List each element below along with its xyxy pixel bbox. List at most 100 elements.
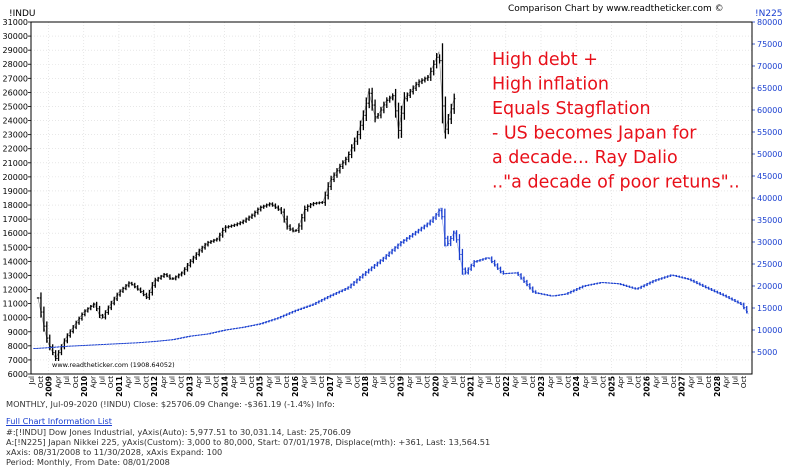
month-tick-label: Oct	[459, 376, 467, 388]
month-tick-label: Apr	[371, 376, 379, 388]
x-axis: Jul Oct 2009 Apr Jul Oct 2010 Apr Jul Oct 2011 Apr J…	[28, 376, 748, 397]
year-tick-label: 2016	[291, 376, 300, 397]
info-line-d: Period: Monthly, From Date: 08/01/2008	[6, 457, 170, 468]
left-tick-label: 23000	[3, 131, 28, 140]
right-tick-label: 80000	[757, 18, 782, 27]
month-tick-label: Oct	[248, 376, 256, 388]
month-tick-label: Apr	[687, 376, 695, 388]
year-tick-label: 2012	[150, 376, 159, 397]
month-tick-label: Apr	[90, 376, 98, 388]
month-tick-label: Jul	[520, 376, 528, 386]
year-tick-label: 2017	[326, 376, 335, 397]
month-tick-label: Apr	[441, 376, 449, 388]
year-tick-label: 2020	[431, 376, 440, 397]
year-tick-label: 2021	[467, 376, 476, 397]
month-tick-label: Oct	[177, 376, 185, 388]
month-tick-label: Jul	[169, 376, 177, 386]
month-tick-label: Apr	[617, 376, 625, 388]
watermark: www.readtheticker.com (1908.64052)	[52, 361, 175, 369]
chart-header-title: Comparison Chart by www.readtheticker.co…	[508, 4, 724, 14]
month-tick-label: Oct	[142, 376, 150, 388]
month-tick-label: Apr	[301, 376, 309, 388]
left-tick-label: 7000	[8, 356, 28, 365]
month-tick-label: Apr	[582, 376, 590, 388]
series-layer	[33, 43, 749, 362]
year-tick-label: 2014	[220, 376, 229, 397]
month-tick-label: Oct	[353, 376, 361, 388]
left-tick-label: 21000	[3, 159, 28, 168]
status-line: MONTHLY, Jul-09-2020 (!INDU) Close: $257…	[6, 399, 335, 409]
year-tick-label: 2025	[607, 376, 616, 397]
left-tick-label: 17000	[3, 215, 28, 224]
right-tick-label: 75000	[757, 40, 782, 49]
month-tick-label: Jul	[661, 376, 669, 386]
info-line-b: A:[!N225] Japan Nikkei 225, yAxis(Custom…	[6, 436, 491, 447]
year-tick-label: 2009	[45, 376, 54, 397]
plot-frame	[30, 21, 753, 375]
series-trace	[34, 207, 749, 349]
year-tick-label: 2011	[115, 376, 124, 397]
right-tick-label: 70000	[757, 62, 782, 71]
right-tick-label: 20000	[757, 282, 782, 291]
left-tick-label: 16000	[3, 229, 28, 238]
annotation-line: High inflation	[492, 75, 609, 95]
month-tick-label: Apr	[265, 376, 273, 388]
year-tick-label: 2024	[572, 376, 581, 397]
month-tick-label: Jul	[239, 376, 247, 386]
series-n225	[33, 207, 749, 349]
info-line-c: xAxis: 08/31/2008 to 11/30/2028, xAxis E…	[6, 447, 223, 458]
month-tick-label: Jul	[274, 376, 282, 386]
month-tick-label: Apr	[336, 376, 344, 388]
month-tick-label: Oct	[635, 376, 643, 388]
left-tick-label: 10000	[3, 314, 28, 323]
left-tick-label: 25000	[3, 102, 28, 111]
month-tick-label: Jul	[696, 376, 704, 386]
left-tick-label: 31000	[3, 18, 28, 27]
year-tick-label: 2015	[256, 376, 265, 397]
right-tick-label: 55000	[757, 128, 782, 137]
left-symbol-label: !INDU	[9, 9, 36, 19]
right-symbol-label: !N225	[755, 9, 783, 19]
right-tick-label: 45000	[757, 172, 782, 181]
right-tick-label: 35000	[757, 216, 782, 225]
year-tick-label: 2027	[678, 376, 687, 397]
series-trace	[37, 51, 456, 360]
month-tick-label: Oct	[529, 376, 537, 388]
info-line-a: #:[!INDU] Dow Jones Industrial, yAxis(Au…	[6, 426, 351, 437]
month-tick-label: Jul	[204, 376, 212, 386]
month-tick-label: Jul	[134, 376, 142, 386]
year-tick-label: 2018	[361, 376, 370, 397]
left-tick-label: 11000	[3, 300, 28, 309]
right-tick-label: 10000	[757, 326, 782, 335]
month-tick-label: Oct	[107, 376, 115, 388]
month-tick-label: Oct	[705, 376, 713, 388]
month-tick-label: Jul	[28, 376, 36, 386]
left-tick-label: 27000	[3, 74, 28, 83]
left-tick-label: 9000	[8, 328, 28, 337]
month-tick-label: Oct	[389, 376, 397, 388]
annotation-line: Equals Stagflation	[492, 99, 651, 119]
left-tick-label: 24000	[3, 117, 28, 126]
annotation-line: High debt +	[492, 50, 598, 70]
month-tick-label: Jul	[309, 376, 317, 386]
year-tick-label: 2023	[537, 376, 546, 397]
annotation-line: .."a decade of poor retuns"..	[492, 173, 740, 193]
left-tick-label: 22000	[3, 145, 28, 154]
info-list-link[interactable]: Full Chart Information List	[6, 416, 113, 427]
left-tick-label: 12000	[3, 286, 28, 295]
month-tick-label: Oct	[740, 376, 748, 388]
month-tick-label: Jul	[591, 376, 599, 386]
month-tick-label: Apr	[195, 376, 203, 388]
month-tick-label: Oct	[494, 376, 502, 388]
month-tick-label: Oct	[37, 376, 45, 388]
series-indu	[36, 43, 456, 362]
right-tick-label: 30000	[757, 238, 782, 247]
right-tick-label: 40000	[757, 194, 782, 203]
right-y-axis: 5000 10000 15000 20000 25000 30000 35000 40000 4…	[752, 18, 782, 357]
annotation-text: High debt + High inflation Equals Stagflat…	[492, 50, 740, 193]
month-tick-label: Jul	[626, 376, 634, 386]
month-tick-label: Apr	[512, 376, 520, 388]
left-tick-label: 6000	[8, 370, 28, 379]
left-tick-label: 26000	[3, 88, 28, 97]
month-tick-label: Oct	[213, 376, 221, 388]
